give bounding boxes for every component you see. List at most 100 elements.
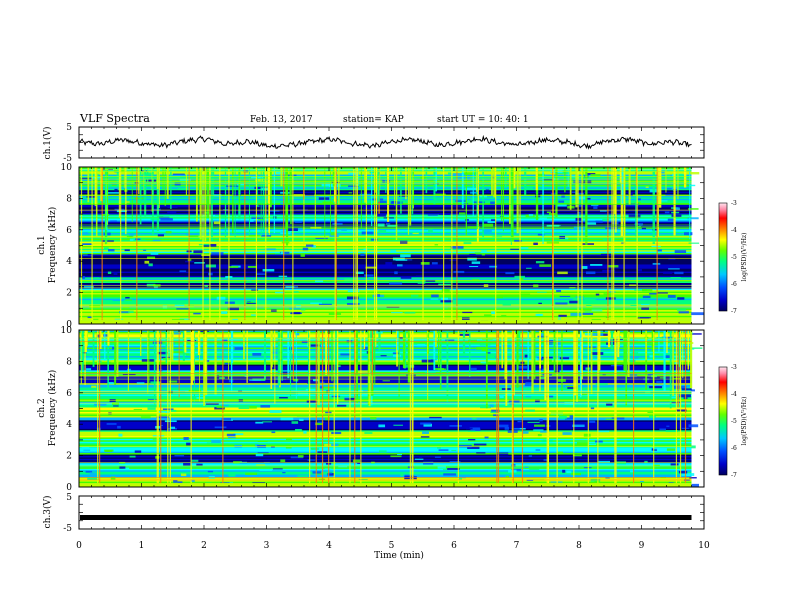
ch2-spectrogram-patch <box>573 471 587 475</box>
ch1-spectrogram-patch <box>430 298 439 300</box>
ch2-spectrogram-patch <box>177 481 183 484</box>
ch1-spectrogram-patch <box>586 222 597 225</box>
ch1-spectrogram-patch <box>412 232 419 235</box>
ch2-spectrogram-band <box>79 471 692 474</box>
ch2-spectrogram-patch <box>122 374 136 376</box>
ch1-spectrogram-band <box>79 205 692 208</box>
ch1-spectrogram-burst <box>371 167 373 227</box>
ch1-spectrogram-line <box>79 318 692 320</box>
x-tick-label: 6 <box>451 541 457 551</box>
ch2-spectrogram-patch <box>260 405 271 408</box>
ch2-spectrogram-patch <box>480 406 492 409</box>
ch1-spectrogram-band <box>79 249 692 252</box>
ch2-spectrogram-burst <box>435 330 437 347</box>
ch1-spectrogram-band <box>79 282 692 285</box>
ch1-spectrogram-patch <box>526 267 532 269</box>
ch2-spectrogram-patch <box>564 402 574 405</box>
ch2-spectrogram-band <box>79 429 692 432</box>
ch1-spectrogram-patch <box>81 256 94 258</box>
ch1-spectrogram-patch <box>93 318 99 322</box>
ch2-spectrogram-patch <box>540 333 545 337</box>
ch2-spectrogram-patch <box>207 470 214 473</box>
ch1-spectrogram-burst <box>621 167 624 204</box>
ch1-spectrogram-patch <box>138 239 146 242</box>
ch2-spectrogram-patch <box>214 426 227 429</box>
ch1-spectrogram-patch <box>595 220 603 223</box>
ch2-spectrogram-patch <box>324 443 335 447</box>
ch1-spectrogram-patch <box>85 212 90 215</box>
ch2-spectrogram-patch <box>262 421 273 423</box>
ch1-spectrogram-patch <box>139 170 148 172</box>
ch1-spectrogram-patch <box>394 271 398 275</box>
ch1-spectrogram-patch <box>678 230 684 232</box>
ch1-spectrogram-patch <box>652 262 661 265</box>
ch2-spectrogram-patch <box>297 455 304 458</box>
ch2-spectrogram-patch <box>644 460 648 464</box>
ch2-spectrogram-band <box>79 345 692 348</box>
ch2-spectrogram-burst <box>308 330 310 394</box>
ch2-spectrogram-patch <box>378 424 386 428</box>
ch1-spectrogram-patch <box>505 272 515 275</box>
ch2-spectrogram-burst-full <box>457 330 459 487</box>
ch2-spectrogram-patch <box>437 446 441 449</box>
ch1-spectrogram-patch <box>575 203 583 207</box>
ch1-spectrogram-line <box>79 224 692 226</box>
ch2-spectrogram-patch <box>206 442 213 444</box>
ch2-spectrogram-patch <box>173 332 181 335</box>
ch2-spectrogram-band <box>79 377 692 379</box>
ch1-spectrogram-patch <box>546 211 552 214</box>
ch1-spectrogram-patch <box>375 294 381 297</box>
ch2-spectrogram-patch <box>611 417 625 420</box>
ch1-spectrogram-patch <box>264 248 276 251</box>
ch1-spectrogram-band <box>79 254 692 256</box>
ch1-spectrogram-burst <box>501 167 503 222</box>
ch2-spectrogram-burst <box>440 330 442 386</box>
ch2-spectrogram-burst <box>462 330 466 355</box>
ch1-spectrogram-patch <box>128 204 135 207</box>
ch1-spectrogram-patch <box>667 294 676 298</box>
ch1-spectrogram-patch <box>94 277 100 280</box>
ch1-spectrogram-patch <box>304 194 314 196</box>
ch1-spectrogram-burst-full <box>334 167 336 324</box>
ch2-spectrogram-burst <box>663 330 666 391</box>
ch2-spectrogram-patch <box>470 428 481 432</box>
ch1-spectrogram-patch <box>198 243 210 246</box>
ch1-spectrogram-patch <box>81 275 85 279</box>
ch1-spectrogram-burst <box>303 167 305 245</box>
ch1-spectrogram-burst <box>238 167 240 209</box>
ch1-spectrogram-patch <box>634 289 647 291</box>
ch2-spectrogram-patch <box>583 433 591 437</box>
ch2-spectrogram-band <box>79 421 692 424</box>
ch1-spectrogram-burst <box>407 167 410 235</box>
ch2-spectrogram-band <box>79 467 692 469</box>
ch2-spectrogram-patch <box>157 411 170 413</box>
ch1-spectrogram-burst-full <box>292 167 294 324</box>
ch2-spectrogram-patch <box>282 471 286 474</box>
ch1-waveform-ylabel: ch.1(V) <box>42 127 53 160</box>
ch1-spectrogram-patch <box>687 217 699 220</box>
ch1-spectrogram-patch <box>561 194 565 198</box>
ch2-spectrogram-patch <box>106 423 117 425</box>
ch1-spectrogram-line <box>79 287 692 289</box>
ch1-spectrogram-band <box>79 261 692 264</box>
ch1-spectrogram-patch <box>247 301 254 304</box>
ch2-spectrogram-burst <box>84 330 86 386</box>
ch1-spectrogram-band <box>79 219 692 222</box>
ch1-spectrogram-patch <box>285 286 295 288</box>
ch2-spectrogram-patch <box>280 417 294 421</box>
ch1-spectrogram-patch <box>570 312 582 316</box>
ch2-spectrogram-patch <box>205 403 219 405</box>
ch2-spectrogram-burst <box>354 330 357 373</box>
ch2-spectrogram-patch <box>522 431 529 434</box>
ch1-spectrogram-patch <box>251 216 264 219</box>
ch1-spectrogram-patch <box>107 192 119 194</box>
ch1-spectrogram-burst-full <box>353 167 355 324</box>
ch2-spectrogram-burst <box>289 330 292 400</box>
ch1-spectrogram-burst <box>303 167 305 200</box>
ch1-spectrogram-patch <box>668 268 680 270</box>
ch2-spectrogram-burst-full <box>349 330 351 487</box>
ch1-spectrogram-burst <box>575 167 578 208</box>
ch1-spectrogram-patch <box>112 299 124 302</box>
ch2-spectrogram-band <box>79 479 692 482</box>
ch3-waveform-ticks <box>78 496 705 529</box>
